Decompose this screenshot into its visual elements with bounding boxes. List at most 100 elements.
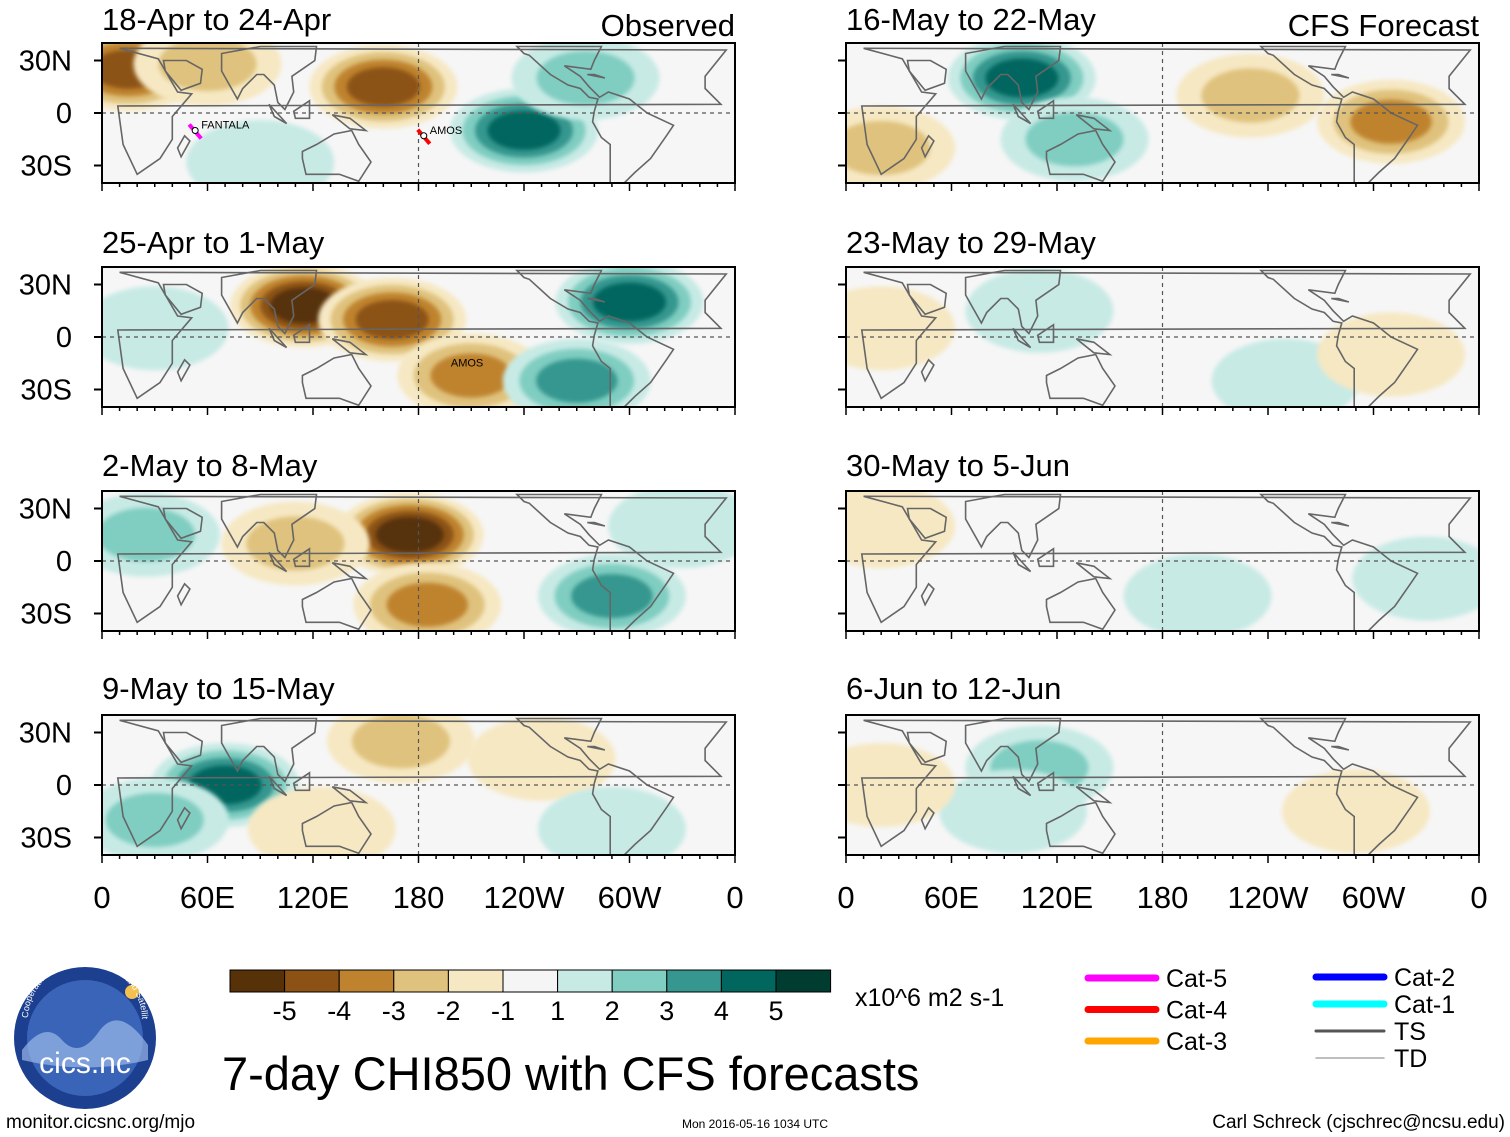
track-label: Cat-3 bbox=[1166, 1028, 1227, 1056]
coastline bbox=[220, 493, 318, 559]
coastline bbox=[860, 719, 1472, 848]
anomaly-blob bbox=[536, 51, 635, 105]
coastlines bbox=[860, 45, 1472, 183]
colorbar-swatch bbox=[502, 969, 559, 993]
anomaly-blob bbox=[355, 300, 429, 339]
anomaly-blob bbox=[536, 358, 618, 403]
colorbar-tick-label: -5 bbox=[273, 996, 297, 1026]
coastline bbox=[1036, 547, 1055, 568]
colorbar-swatch bbox=[393, 969, 449, 993]
mountain-icon bbox=[22, 1020, 148, 1068]
anomaly-field bbox=[102, 267, 704, 407]
axes: 30N 0 30S 30N 0 30S 30N 0 30S 30N 0 30S 0 60E 120E 180 1… bbox=[19, 46, 1488, 916]
lon-tick-label: 180 bbox=[393, 880, 445, 915]
anomaly-blob bbox=[593, 282, 666, 322]
colorbar-swatch bbox=[611, 969, 668, 993]
sun-icon bbox=[125, 985, 139, 999]
lat-tick-label: 30S bbox=[20, 599, 72, 631]
footer-author: Carl Schreck (cjschrec@ncsu.edu) bbox=[1212, 1112, 1505, 1133]
map-panel-3: 2-May to 8-May bbox=[101, 448, 736, 632]
anomaly-field bbox=[102, 43, 660, 183]
coastline bbox=[116, 495, 728, 624]
lat-tick-label: 30S bbox=[20, 823, 72, 855]
anomaly-blob bbox=[1123, 554, 1272, 631]
coastline bbox=[587, 297, 606, 303]
coastline bbox=[331, 114, 369, 132]
coastline bbox=[268, 775, 288, 797]
coastline bbox=[116, 271, 728, 400]
coastlines bbox=[116, 493, 728, 631]
coastline bbox=[1012, 327, 1032, 349]
lon-tick-label: 120E bbox=[277, 880, 349, 915]
coastline bbox=[162, 507, 204, 540]
coastline bbox=[515, 717, 675, 855]
map-panel-2: AMOS 25-Apr to 1-May bbox=[101, 225, 736, 408]
coastline bbox=[515, 493, 675, 631]
colorbar-swatch bbox=[720, 969, 777, 993]
coastline bbox=[301, 801, 372, 855]
coastline bbox=[1036, 771, 1055, 792]
lon-tick-label: 60E bbox=[180, 880, 235, 915]
track-label: Cat-5 bbox=[1166, 965, 1227, 993]
lon-tick-label: 120W bbox=[484, 880, 566, 915]
anomaly-blob bbox=[846, 491, 956, 568]
coastline bbox=[906, 731, 948, 764]
track-label: TD bbox=[1394, 1045, 1427, 1073]
coastline bbox=[964, 493, 1062, 559]
coastline bbox=[920, 358, 935, 383]
storm-label: FANTALA bbox=[201, 120, 250, 132]
colorbar-tick-label: -2 bbox=[436, 996, 460, 1026]
lon-tick-label: 60W bbox=[598, 880, 662, 915]
coastline bbox=[1075, 338, 1113, 356]
anomaly-blob bbox=[1350, 99, 1432, 144]
coastline bbox=[1045, 353, 1116, 407]
anomaly-field bbox=[102, 491, 735, 631]
coastline bbox=[1036, 323, 1055, 344]
coastline bbox=[1259, 45, 1419, 183]
coastline bbox=[1012, 775, 1032, 797]
anomaly-blob bbox=[351, 715, 450, 769]
coastline bbox=[331, 338, 369, 356]
colorbar-tick-label: 2 bbox=[605, 996, 620, 1026]
panel-period-title: 6-Jun to 12-Jun bbox=[846, 671, 1061, 706]
coastline bbox=[920, 806, 935, 831]
coastline bbox=[515, 45, 675, 183]
panel-period-title: 23-May to 29-May bbox=[846, 225, 1096, 260]
coastlines bbox=[116, 45, 728, 183]
anomaly-blob bbox=[1025, 112, 1124, 167]
colorbar-swatch bbox=[557, 969, 613, 993]
lat-tick-label: 0 bbox=[56, 546, 72, 578]
coastline bbox=[906, 283, 948, 316]
anomaly-blob bbox=[1352, 536, 1479, 621]
anomaly-blob bbox=[386, 582, 468, 627]
coastline bbox=[268, 327, 288, 349]
lat-tick-label: 30N bbox=[19, 718, 72, 750]
anomaly-field bbox=[846, 43, 1466, 183]
panel-period-title: 30-May to 5-Jun bbox=[846, 448, 1070, 483]
storm-icon bbox=[191, 127, 199, 134]
coastline bbox=[301, 353, 372, 407]
lon-tick-label: 0 bbox=[1470, 880, 1487, 915]
coastline bbox=[162, 731, 204, 764]
coastline bbox=[1259, 269, 1419, 407]
coastline bbox=[301, 577, 372, 631]
anomaly-blob bbox=[571, 574, 653, 618]
colorbar-swatch bbox=[666, 969, 722, 993]
logo-text: cics.nc bbox=[39, 1047, 131, 1080]
colorbar-tick-label: -4 bbox=[327, 996, 351, 1026]
storm-icon bbox=[420, 132, 428, 140]
coastline bbox=[1331, 745, 1350, 751]
anomaly-blob bbox=[102, 286, 229, 371]
anomaly-blob bbox=[965, 268, 1114, 353]
coastline bbox=[116, 719, 728, 848]
map-panel-1: FANTALA AMOS 18-Apr to 24-Apr Observed bbox=[101, 2, 736, 184]
lat-tick-label: 30N bbox=[19, 494, 72, 526]
coastline bbox=[292, 547, 311, 568]
footer-url: monitor.cicsnc.org/mjo bbox=[6, 1112, 195, 1133]
anomaly-blob bbox=[430, 353, 512, 398]
coastline bbox=[176, 582, 191, 607]
panel-period-title: 9-May to 15-May bbox=[102, 671, 335, 706]
colorbar-swatch bbox=[775, 969, 832, 993]
column-heading: CFS Forecast bbox=[1288, 8, 1480, 43]
